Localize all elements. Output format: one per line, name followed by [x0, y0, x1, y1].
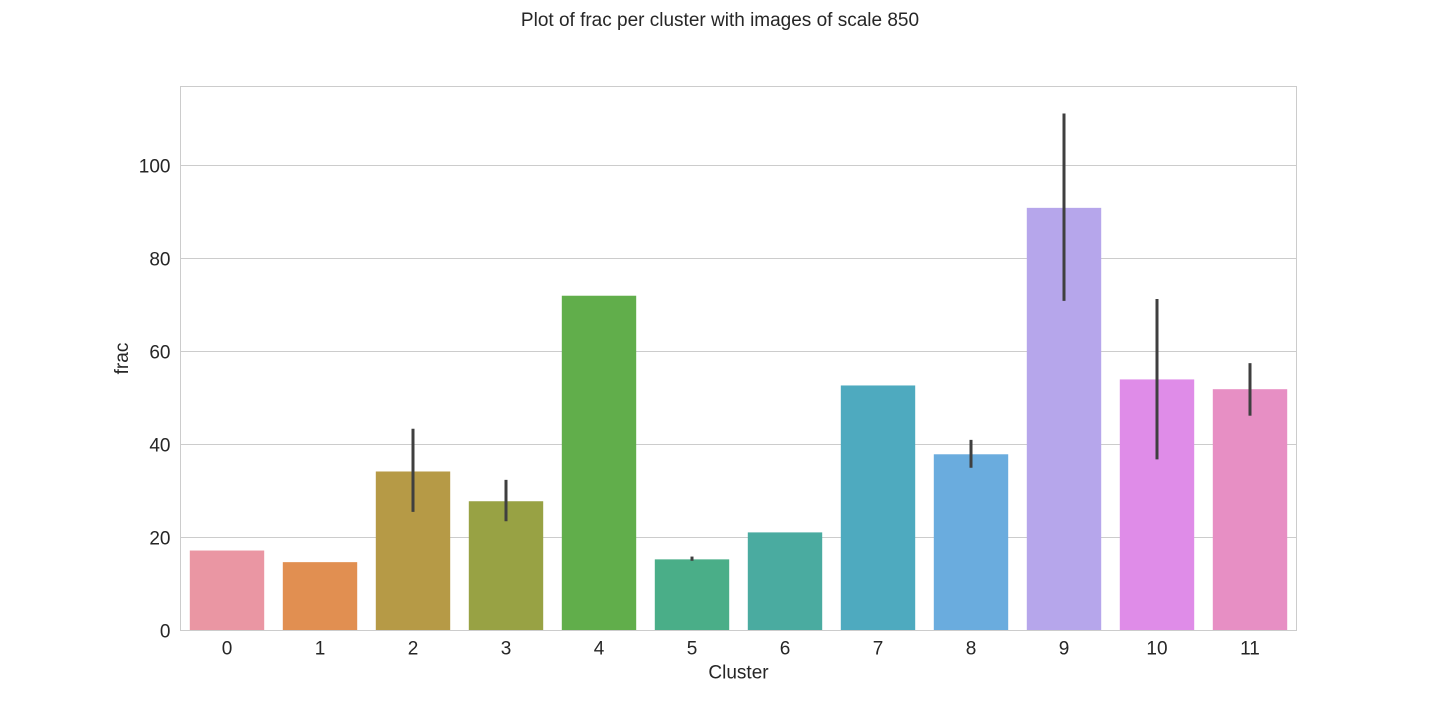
- y-tick-label: 100: [139, 157, 171, 178]
- bar: [747, 532, 823, 631]
- x-tick-label: 1: [315, 639, 326, 660]
- x-tick-label: 2: [408, 639, 419, 660]
- bar: [933, 454, 1009, 631]
- y-tick-label: 60: [149, 343, 170, 364]
- x-tick-label: 6: [780, 639, 791, 660]
- bar: [468, 501, 544, 631]
- bar: [282, 562, 358, 631]
- x-tick-label: 7: [873, 639, 884, 660]
- x-tick-label: 4: [594, 639, 605, 660]
- plot-frame: [180, 86, 1297, 631]
- bar: [1212, 389, 1288, 631]
- bar: [189, 550, 265, 631]
- bar: [840, 385, 916, 631]
- x-tick-label: 8: [966, 639, 977, 660]
- x-tick-label: 3: [501, 639, 512, 660]
- x-axis-label: Cluster: [708, 663, 769, 684]
- x-tick-label: 9: [1059, 639, 1070, 660]
- y-tick-label: 20: [149, 529, 170, 550]
- x-tick-label: 5: [687, 639, 698, 660]
- y-axis-label: frac: [112, 343, 133, 375]
- bar: [654, 559, 730, 631]
- y-tick-label: 40: [149, 436, 170, 457]
- y-tick-label: 80: [149, 250, 170, 271]
- chart-title: Plot of frac per cluster with images of …: [520, 10, 920, 31]
- x-tick-label: 11: [1240, 639, 1260, 660]
- bar: [561, 295, 637, 631]
- y-tick-label: 0: [160, 622, 171, 643]
- x-tick-label: 10: [1146, 639, 1167, 660]
- x-tick-label: 0: [222, 639, 233, 660]
